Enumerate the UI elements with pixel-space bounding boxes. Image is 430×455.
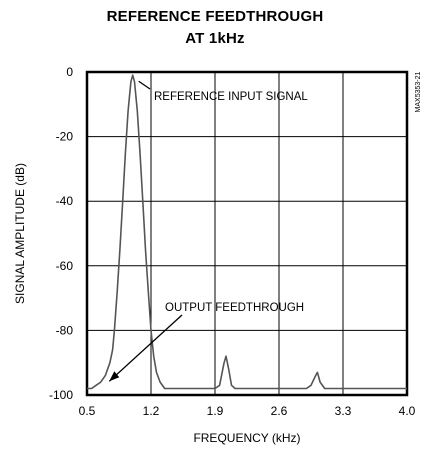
grid [87,72,407,395]
series-line [87,74,407,390]
y-tick-label: -40 [56,194,74,208]
x-tick-label: 4.0 [399,404,416,418]
annotation-arrow [138,80,151,90]
annotation-output-feedthrough: OUTPUT FEEDTHROUGH [165,302,304,314]
y-tick-label: -60 [56,259,74,273]
y-tick-label: 0 [66,65,73,79]
y-tick-label: -100 [49,388,73,402]
x-tick-label: 0.5 [79,404,96,418]
chart-title: REFERENCE FEEDTHROUGH [106,8,324,25]
chart-subtitle: AT 1kHz [185,30,245,47]
y-axis-label: SIGNAL AMPLITUDE (dB) [13,163,27,304]
annotation-arrowhead [109,371,120,382]
y-tick-label: -80 [56,323,74,337]
figure-id-label: MAX5353-21 [415,71,422,112]
y-tick-label: -20 [56,130,74,144]
annotation-arrow [108,314,183,382]
x-tick-label: 2.6 [271,404,288,418]
x-tick-label: 1.9 [207,404,224,418]
x-tick-label: 3.3 [335,404,352,418]
plot-frame [85,70,409,397]
annotation-reference-input: REFERENCE INPUT SIGNAL [154,91,308,103]
x-tick-label: 1.2 [143,404,160,418]
x-axis-label: FREQUENCY (kHz) [193,431,300,445]
